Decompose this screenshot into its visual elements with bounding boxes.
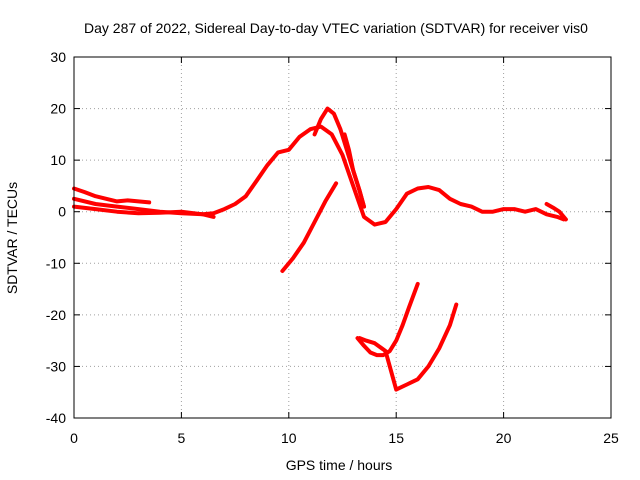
x-tick-label: 25	[603, 430, 619, 446]
series-line-trace-i	[357, 302, 459, 392]
y-tick-label: 30	[50, 49, 66, 65]
grid-lines	[74, 57, 611, 418]
axis-ticks: 0 5 10 15 20 25 -40 -30 -20 -10 0 10 20 30	[46, 49, 619, 446]
y-tick-label: 10	[50, 152, 66, 168]
x-tick-label: 20	[496, 430, 512, 446]
series-line-trace-a	[72, 186, 152, 205]
series-line-trace-b	[72, 124, 566, 227]
plot-frame	[73, 56, 612, 419]
y-tick-label: -30	[46, 358, 66, 374]
y-tick-label: -20	[46, 307, 66, 323]
series-line-trace-f	[544, 202, 568, 222]
x-tick-label: 0	[70, 430, 78, 446]
y-tick-label: 0	[58, 204, 66, 220]
x-tick-label: 15	[388, 430, 404, 446]
series-line-trace-g	[280, 181, 339, 273]
x-tick-label: 10	[281, 430, 297, 446]
data-series	[72, 106, 568, 392]
series-line-trace-h	[355, 281, 420, 358]
series-line-trace-c	[72, 196, 216, 219]
y-tick-label: -40	[46, 410, 66, 426]
x-axis-label: GPS time / hours	[286, 457, 393, 473]
y-tick-label: -10	[46, 255, 66, 271]
y-axis-label: SDTVAR / TECUs	[4, 182, 20, 294]
x-tick-label: 5	[178, 430, 186, 446]
y-tick-label: 20	[50, 101, 66, 117]
series-line-trace-e	[342, 132, 366, 209]
chart-title: Day 287 of 2022, Sidereal Day-to-day VTE…	[84, 20, 588, 36]
